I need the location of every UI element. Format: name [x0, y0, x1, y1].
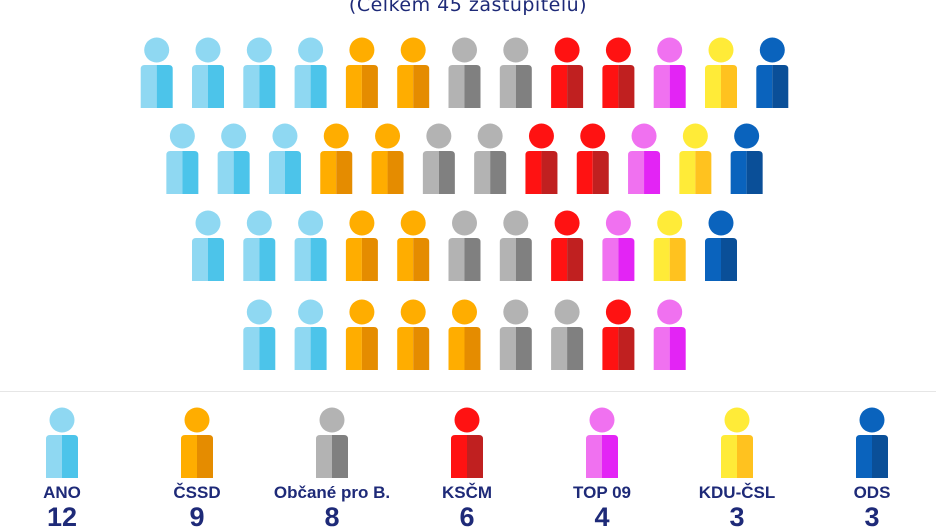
- seat-čssd-icon: [371, 123, 404, 194]
- seat-čssd-icon: [345, 37, 378, 108]
- legend-party-name: KSČM: [441, 483, 493, 502]
- seat-čssd-icon: [345, 299, 378, 370]
- legend-party-count: 12: [46, 502, 78, 532]
- legend-item: Občané pro B. 8: [257, 405, 407, 531]
- seat-čssd-icon: [397, 299, 430, 370]
- legend-party-count: 4: [594, 502, 610, 532]
- person-icon: [586, 407, 618, 478]
- seat-top-09-icon: [628, 123, 661, 194]
- legend-person-icon: [181, 407, 213, 478]
- seat-ksčm-icon: [525, 123, 558, 194]
- seat-ano-icon: [243, 37, 276, 108]
- seat-ksčm-icon: [551, 37, 584, 108]
- seat-občan-pro-b--icon: [448, 210, 481, 281]
- legend-item: ODS 3: [797, 405, 936, 531]
- legend-item: ANO 12: [0, 405, 137, 531]
- seat-ods-icon: [756, 37, 789, 108]
- legend-party-count: 9: [189, 502, 205, 532]
- seat-ksčm-icon: [602, 37, 635, 108]
- legend-item: KDU-ČSL 3: [662, 405, 812, 531]
- seat-čssd-icon: [448, 299, 481, 370]
- seat-občan-pro-b--icon: [448, 37, 481, 108]
- seat-čssd-icon: [320, 123, 353, 194]
- legend-person-icon: [586, 407, 618, 478]
- person-icon: [721, 407, 753, 478]
- seat-ano-icon: [243, 210, 276, 281]
- legend-item: KSČM 6: [392, 405, 542, 531]
- legend-item: TOP 09 4: [527, 405, 677, 531]
- seat-ano-icon: [166, 123, 199, 194]
- legend-party-count: 3: [864, 502, 880, 532]
- person-icon: [316, 407, 348, 478]
- person-icon: [856, 407, 888, 478]
- seat-čssd-icon: [345, 210, 378, 281]
- legend-person-icon: [316, 407, 348, 478]
- legend-person-icon: [46, 407, 78, 478]
- seat-čssd-icon: [397, 37, 430, 108]
- legend-party-count: 3: [729, 502, 745, 532]
- seat-kdu-čsl-icon: [653, 210, 686, 281]
- seat-občan-pro-b--icon: [551, 299, 584, 370]
- seat-ano-icon: [217, 123, 250, 194]
- seat-ksčm-icon: [551, 210, 584, 281]
- seat-ano-icon: [268, 123, 301, 194]
- seat-chart: [140, 37, 789, 370]
- seat-ksčm-icon: [602, 299, 635, 370]
- seat-čssd-icon: [397, 210, 430, 281]
- legend-party-name: Občané pro B.: [273, 483, 391, 502]
- seat-občan-pro-b--icon: [474, 123, 507, 194]
- legend-party-name: TOP 09: [573, 483, 631, 502]
- seat-top-09-icon: [602, 210, 635, 281]
- seat-občan-pro-b--icon: [499, 299, 532, 370]
- seat-ods-icon: [730, 123, 763, 194]
- seat-ksčm-icon: [576, 123, 609, 194]
- legend-person-icon: [451, 407, 483, 478]
- legend-party-name: KDU-ČSL: [698, 483, 776, 502]
- legend-item: ČSSD 9: [122, 405, 272, 531]
- person-icon: [181, 407, 213, 478]
- legend-party-name: ODS: [853, 483, 891, 502]
- seat-ano-icon: [294, 299, 327, 370]
- seat-ano-icon: [192, 37, 224, 108]
- seat-top-09-icon: [653, 37, 686, 108]
- legend-party-name: ČSSD: [173, 483, 221, 502]
- seat-ods-icon: [705, 210, 737, 281]
- seat-ano-icon: [140, 37, 173, 108]
- legend-person-icon: [856, 407, 888, 478]
- seat-občan-pro-b--icon: [422, 123, 455, 194]
- seat-ano-icon: [294, 210, 327, 281]
- legend-person-icon: [721, 407, 753, 478]
- chart-subtitle: (Celkem 45 zastupitelů): [348, 0, 588, 16]
- legend-party-name: ANO: [43, 483, 81, 502]
- person-icon: [451, 407, 483, 478]
- seat-kdu-čsl-icon: [679, 123, 712, 194]
- seat-občan-pro-b--icon: [499, 210, 532, 281]
- seat-kdu-čsl-icon: [705, 37, 737, 108]
- seat-ano-icon: [294, 37, 327, 108]
- seat-ano-icon: [243, 299, 276, 370]
- person-icon: [46, 407, 78, 478]
- seat-top-09-icon: [653, 299, 686, 370]
- seat-ano-icon: [192, 210, 224, 281]
- divider: [0, 391, 936, 392]
- seat-občan-pro-b--icon: [499, 37, 532, 108]
- legend-party-count: 6: [459, 502, 475, 532]
- legend-party-count: 8: [324, 502, 340, 532]
